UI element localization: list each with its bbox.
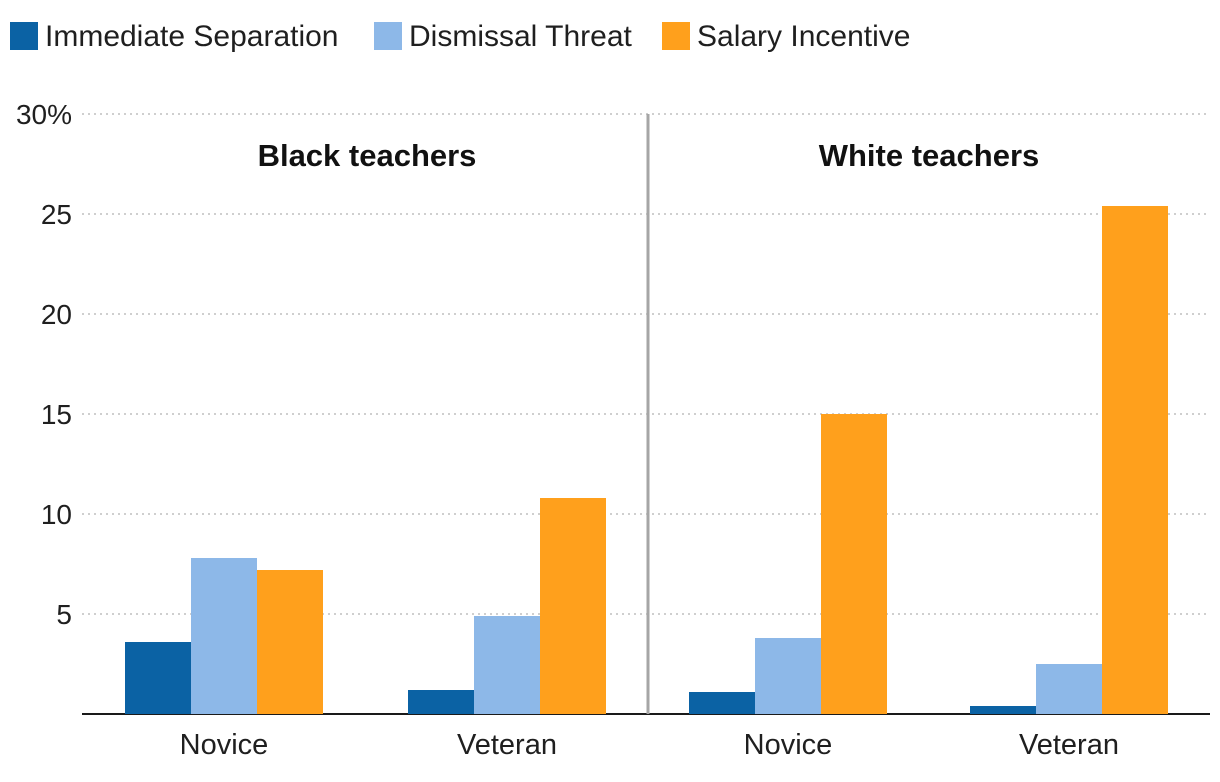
legend-label: Immediate Separation <box>45 20 339 53</box>
legend-label: Salary Incentive <box>697 20 910 53</box>
bar-immediate-separation <box>970 706 1036 714</box>
y-tick-label: 20 <box>41 299 72 330</box>
legend-swatch <box>374 22 402 50</box>
panel-title: Black teachers <box>258 138 477 173</box>
legend-swatch <box>662 22 690 50</box>
y-tick-label: 25 <box>41 199 72 230</box>
x-category-label: Veteran <box>457 729 557 761</box>
x-category-label: Novice <box>180 729 269 761</box>
bar-dismissal-threat <box>1036 664 1102 714</box>
bar-immediate-separation <box>689 692 755 714</box>
legend-label: Dismissal Threat <box>409 20 632 53</box>
bar-dismissal-threat <box>474 616 540 714</box>
bar-salary-incentive <box>1102 206 1168 714</box>
panel-title: White teachers <box>819 138 1040 173</box>
y-tick-label: 30% <box>16 99 72 130</box>
legend-swatch <box>10 22 38 50</box>
bar-dismissal-threat <box>755 638 821 714</box>
y-tick-label: 15 <box>41 399 72 430</box>
bar-salary-incentive <box>540 498 606 714</box>
bar-dismissal-threat <box>191 558 257 714</box>
bar-immediate-separation <box>125 642 191 714</box>
bar-immediate-separation <box>408 690 474 714</box>
y-tick-label: 5 <box>56 599 72 630</box>
bar-salary-incentive <box>821 414 887 714</box>
y-tick-label: 10 <box>41 499 72 530</box>
x-category-label: Veteran <box>1019 729 1119 761</box>
x-category-label: Novice <box>744 729 833 761</box>
bar-salary-incentive <box>257 570 323 714</box>
